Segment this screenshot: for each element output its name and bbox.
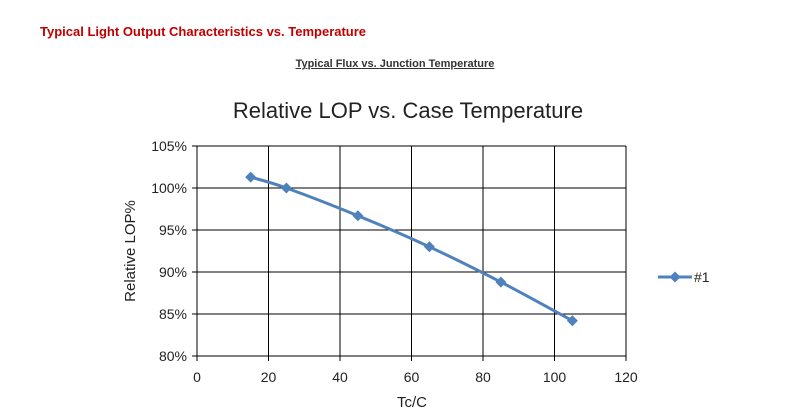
x-tick-label: 20 [261, 369, 277, 385]
y-tick-label: 85% [159, 306, 187, 322]
data-point [495, 276, 507, 288]
x-axis-label: Tc/C [397, 394, 427, 411]
legend-swatch-marker [669, 271, 681, 283]
data-point [245, 171, 257, 183]
x-tick-label: 0 [193, 369, 201, 385]
y-tick-label: 95% [159, 222, 187, 238]
y-tick-label: 80% [159, 348, 187, 364]
y-tick-label: 90% [159, 264, 187, 280]
legend: #1 [658, 269, 710, 285]
y-axis-ticks: 80% 85% 90% 95% 100% 105% [151, 138, 187, 364]
x-tick-label: 100 [543, 369, 567, 385]
y-tick-label: 105% [151, 138, 187, 154]
x-tick-label: 60 [404, 369, 420, 385]
x-tick-label: 120 [614, 369, 638, 385]
data-point [423, 241, 435, 253]
chart-title: Relative LOP vs. Case Temperature [233, 98, 583, 123]
x-tick-label: 40 [332, 369, 348, 385]
series-area [245, 171, 578, 327]
y-axis-label: Relative LOP% [122, 200, 139, 302]
x-tick-label: 80 [475, 369, 491, 385]
data-point [566, 315, 578, 327]
data-point [352, 210, 364, 222]
y-tick-label: 100% [151, 180, 187, 196]
x-axis-ticks: 0 20 40 60 80 100 120 [193, 369, 638, 385]
data-point [280, 182, 292, 194]
section-heading: Typical Light Output Characteristics vs.… [40, 24, 367, 39]
legend-label: #1 [694, 269, 710, 285]
chart-subtitle: Typical Flux vs. Junction Temperature [295, 58, 495, 70]
